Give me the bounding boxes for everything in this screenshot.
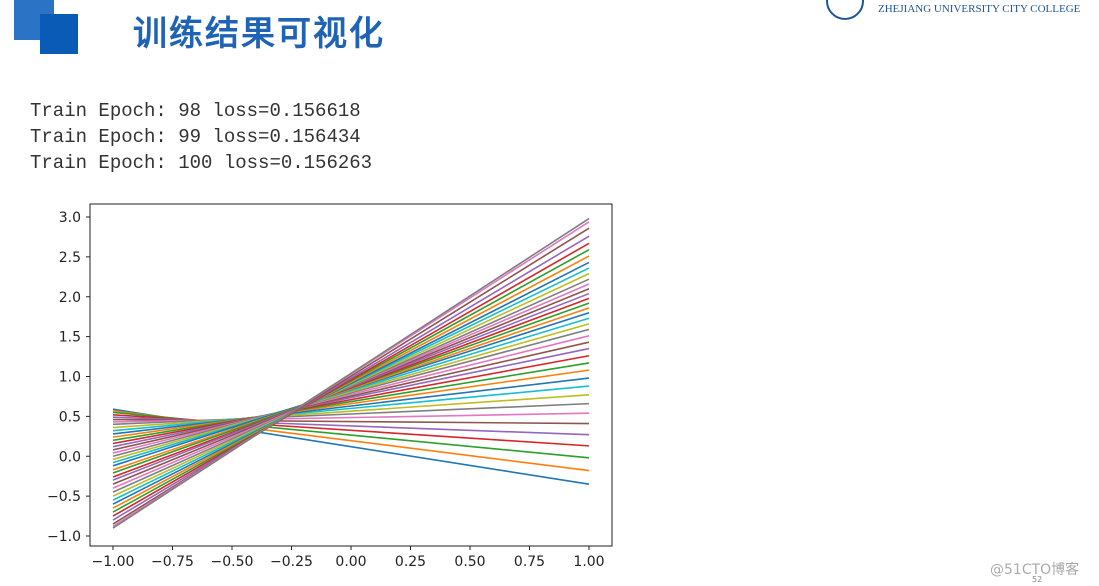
series-line — [112, 385, 590, 432]
x-tick-label: −1.00 — [92, 554, 135, 570]
slide-title: 训练结果可视化 — [133, 14, 385, 54]
x-tick-label: −0.50 — [211, 554, 254, 570]
series-line — [112, 227, 590, 525]
series-line — [112, 354, 590, 445]
y-tick-label: 2.0 — [59, 290, 81, 306]
log-line: Train Epoch: 98 loss=0.156618 — [30, 100, 361, 122]
y-tick-label: −1.0 — [47, 529, 81, 545]
x-tick-label: −0.25 — [270, 554, 313, 570]
x-tick-label: 0.75 — [514, 554, 545, 570]
institution-name: ZHEJIANG UNIVERSITY CITY COLLEGE — [878, 3, 1081, 15]
series-line — [112, 235, 590, 521]
series-line — [112, 261, 590, 505]
series-line — [112, 377, 590, 435]
series-line — [112, 335, 590, 454]
y-tick-label: 0.0 — [59, 449, 81, 465]
y-tick-label: 1.5 — [59, 330, 81, 346]
series-line — [112, 255, 590, 509]
y-tick-label: 0.5 — [59, 409, 81, 425]
log-line: Train Epoch: 99 loss=0.156434 — [30, 126, 361, 148]
training-log: Train Epoch: 98 loss=0.156618 Train Epoch… — [30, 98, 372, 176]
series-line — [112, 317, 590, 464]
series-line — [112, 248, 590, 513]
series-line — [112, 402, 590, 426]
decor-square-dark — [40, 14, 78, 54]
x-tick-label: −0.75 — [151, 554, 194, 570]
x-tick-label: 0.25 — [395, 554, 426, 570]
page-number: 52 — [1032, 575, 1043, 584]
y-tick-label: 3.0 — [59, 210, 81, 226]
series-line — [112, 362, 590, 442]
series-line — [112, 347, 590, 448]
y-tick-label: −0.5 — [47, 489, 81, 505]
x-tick-label: 0.00 — [335, 554, 366, 570]
x-tick-label: 0.50 — [454, 554, 485, 570]
y-tick-label: 1.0 — [59, 370, 81, 386]
series-line — [112, 394, 590, 429]
series-line — [112, 369, 590, 438]
log-line: Train Epoch: 100 loss=0.156263 — [30, 152, 373, 174]
series-line — [112, 323, 590, 461]
watermark: @51CTO博客 — [990, 562, 1080, 578]
series-line — [112, 328, 590, 458]
x-tick-label: 1.00 — [573, 554, 604, 570]
y-tick-label: 2.5 — [59, 250, 81, 266]
series-line — [112, 242, 590, 517]
series-line — [112, 217, 590, 529]
series-line — [112, 341, 590, 451]
